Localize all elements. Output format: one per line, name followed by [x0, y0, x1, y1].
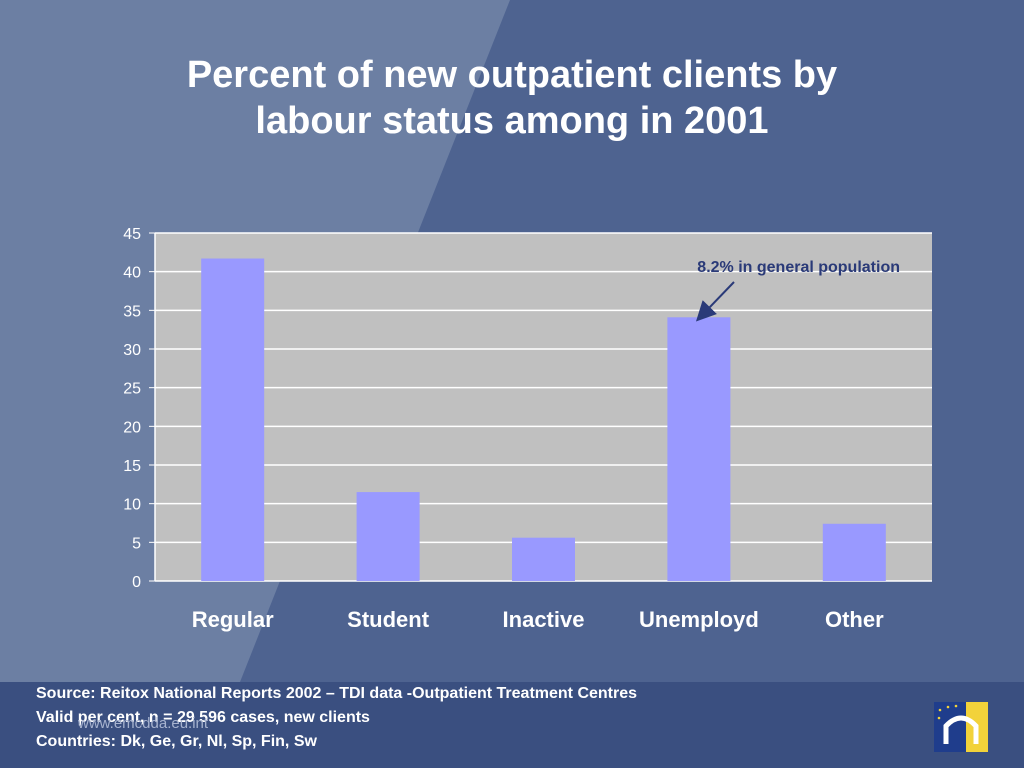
slide-title: Percent of new outpatient clients by lab… — [80, 52, 944, 144]
x-label-student: Student — [347, 607, 430, 632]
title-line-2: labour status among in 2001 — [255, 100, 769, 142]
website-link[interactable]: www.emcdda.eu.int — [78, 715, 209, 732]
y-tick-label: 0 — [132, 574, 141, 591]
emcdda-logo-icon — [934, 702, 988, 752]
y-tick-label: 10 — [123, 497, 141, 514]
x-label-other: Other — [825, 607, 884, 632]
y-tick-label: 25 — [123, 381, 141, 398]
x-label-inactive: Inactive — [503, 607, 585, 632]
source-note: Source: Reitox National Reports 2002 – T… — [36, 682, 637, 754]
y-axis-ticks: 0 5 10 15 20 25 30 35 40 45 — [123, 226, 156, 591]
y-tick-label: 30 — [123, 342, 141, 359]
countries-line: Countries: Dk, Ge, Gr, Nl, Sp, Fin, Sw — [36, 733, 317, 750]
bar-chart: 0 5 10 15 20 25 30 35 40 45 Regular Student Inactiv… — [123, 226, 932, 632]
y-tick-label: 45 — [123, 226, 141, 243]
annotation: 8.2% in general population — [695, 259, 900, 322]
y-tick-label: 40 — [123, 265, 141, 282]
title-line-1: Percent of new outpatient clients by — [186, 54, 838, 96]
gridlines — [155, 232, 932, 582]
bar-other — [822, 523, 886, 581]
y-tick-label: 15 — [123, 458, 141, 475]
annotation-label: 8.2% in general population — [697, 259, 900, 276]
sample-line: Valid per cent, n = 29 596 cases, new cl… — [36, 709, 370, 726]
y-tick-label: 20 — [123, 419, 141, 436]
footer-bar — [0, 682, 1024, 768]
bar-student — [356, 492, 420, 581]
bar-inactive — [512, 537, 575, 581]
y-tick-label: 35 — [123, 303, 141, 320]
bar-regular — [201, 258, 265, 581]
x-axis-labels: Regular Student Inactive Unemployd Other — [192, 607, 884, 632]
x-label-unemployd: Unemployd — [639, 607, 759, 632]
annotation-arrow — [695, 281, 735, 322]
x-label-regular: Regular — [192, 607, 274, 632]
bar-unemployd — [667, 317, 731, 581]
plot-area — [155, 233, 932, 581]
y-tick-label: 5 — [132, 535, 141, 552]
bars — [201, 258, 886, 581]
source-line: Source: Reitox National Reports 2002 – T… — [36, 685, 638, 702]
